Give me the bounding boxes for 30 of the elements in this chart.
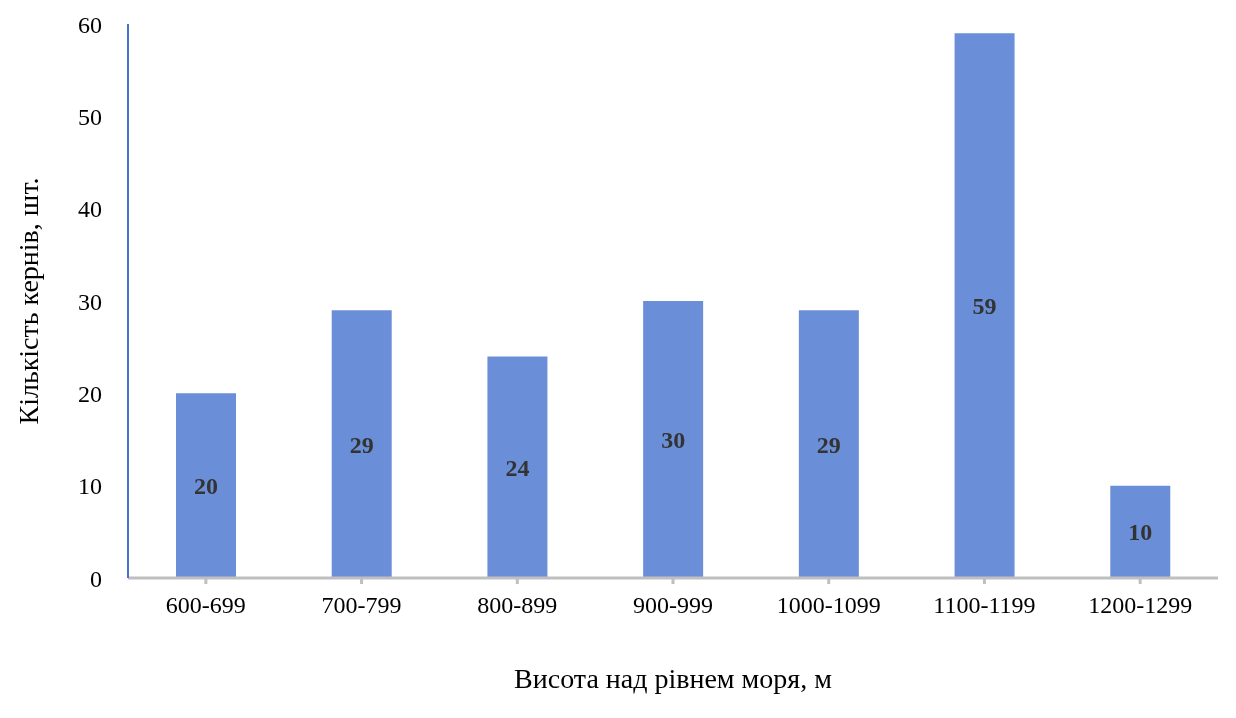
data-label: 29 — [349, 431, 374, 458]
y-axis-title: Кількість кернів, шт. — [12, 177, 44, 425]
bar — [1110, 485, 1171, 578]
x-tick-label: 900-999 — [633, 592, 713, 619]
x-tick-label: 600-699 — [165, 592, 246, 619]
data-label: 29 — [816, 431, 841, 458]
x-tick-label: 800-899 — [477, 592, 558, 619]
bar — [643, 301, 704, 578]
y-tick-label: 40 — [78, 196, 102, 223]
y-tick-label: 0 — [90, 565, 102, 592]
bar — [487, 356, 548, 578]
y-tick-label: 10 — [78, 473, 102, 500]
x-tick-label: 1000-1099 — [776, 592, 881, 619]
bar — [954, 33, 1015, 578]
data-label: 59 — [972, 293, 997, 320]
x-tick-label: 1100-1199 — [933, 592, 1036, 619]
bar — [798, 310, 859, 578]
x-axis-title: Висота над рівнем моря, м — [514, 663, 833, 694]
y-tick-label: 60 — [78, 11, 102, 38]
data-label: 10 — [1128, 519, 1153, 546]
y-tick-label: 20 — [78, 380, 102, 407]
data-label: 30 — [661, 427, 686, 454]
data-label: 20 — [194, 473, 218, 500]
x-tick-label: 700-799 — [321, 592, 402, 619]
data-label: 24 — [505, 454, 530, 481]
bar — [331, 310, 392, 578]
y-tick-label: 30 — [78, 288, 102, 315]
bar — [176, 393, 236, 578]
x-tick-label: 1200-1299 — [1088, 592, 1193, 619]
y-tick-label: 50 — [78, 103, 102, 130]
